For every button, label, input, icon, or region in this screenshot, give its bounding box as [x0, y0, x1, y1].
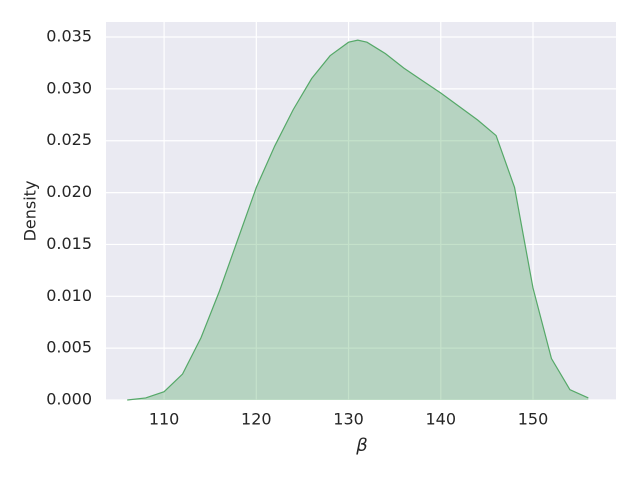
- y-tick-label: 0.020: [46, 182, 92, 201]
- y-axis-label: Density: [21, 181, 40, 242]
- x-tick-label: 150: [518, 410, 549, 429]
- y-tick-label: 0.015: [46, 234, 92, 253]
- y-tick-label: 0.035: [46, 27, 92, 46]
- y-tick-label: 0.030: [46, 78, 92, 97]
- x-tick-label: 130: [333, 410, 364, 429]
- y-tick-label: 0.005: [46, 338, 92, 357]
- y-tick-label: 0.000: [46, 390, 92, 409]
- density-line: [127, 39, 589, 401]
- y-tick-label: 0.010: [46, 286, 92, 305]
- density-area: [127, 40, 589, 401]
- x-tick-label: 140: [426, 410, 457, 429]
- y-tick-label: 0.025: [46, 130, 92, 149]
- x-axis-label: β: [355, 435, 368, 456]
- plot-area: [106, 22, 616, 400]
- x-tick-label: 110: [149, 410, 180, 429]
- x-tick-label: 120: [241, 410, 272, 429]
